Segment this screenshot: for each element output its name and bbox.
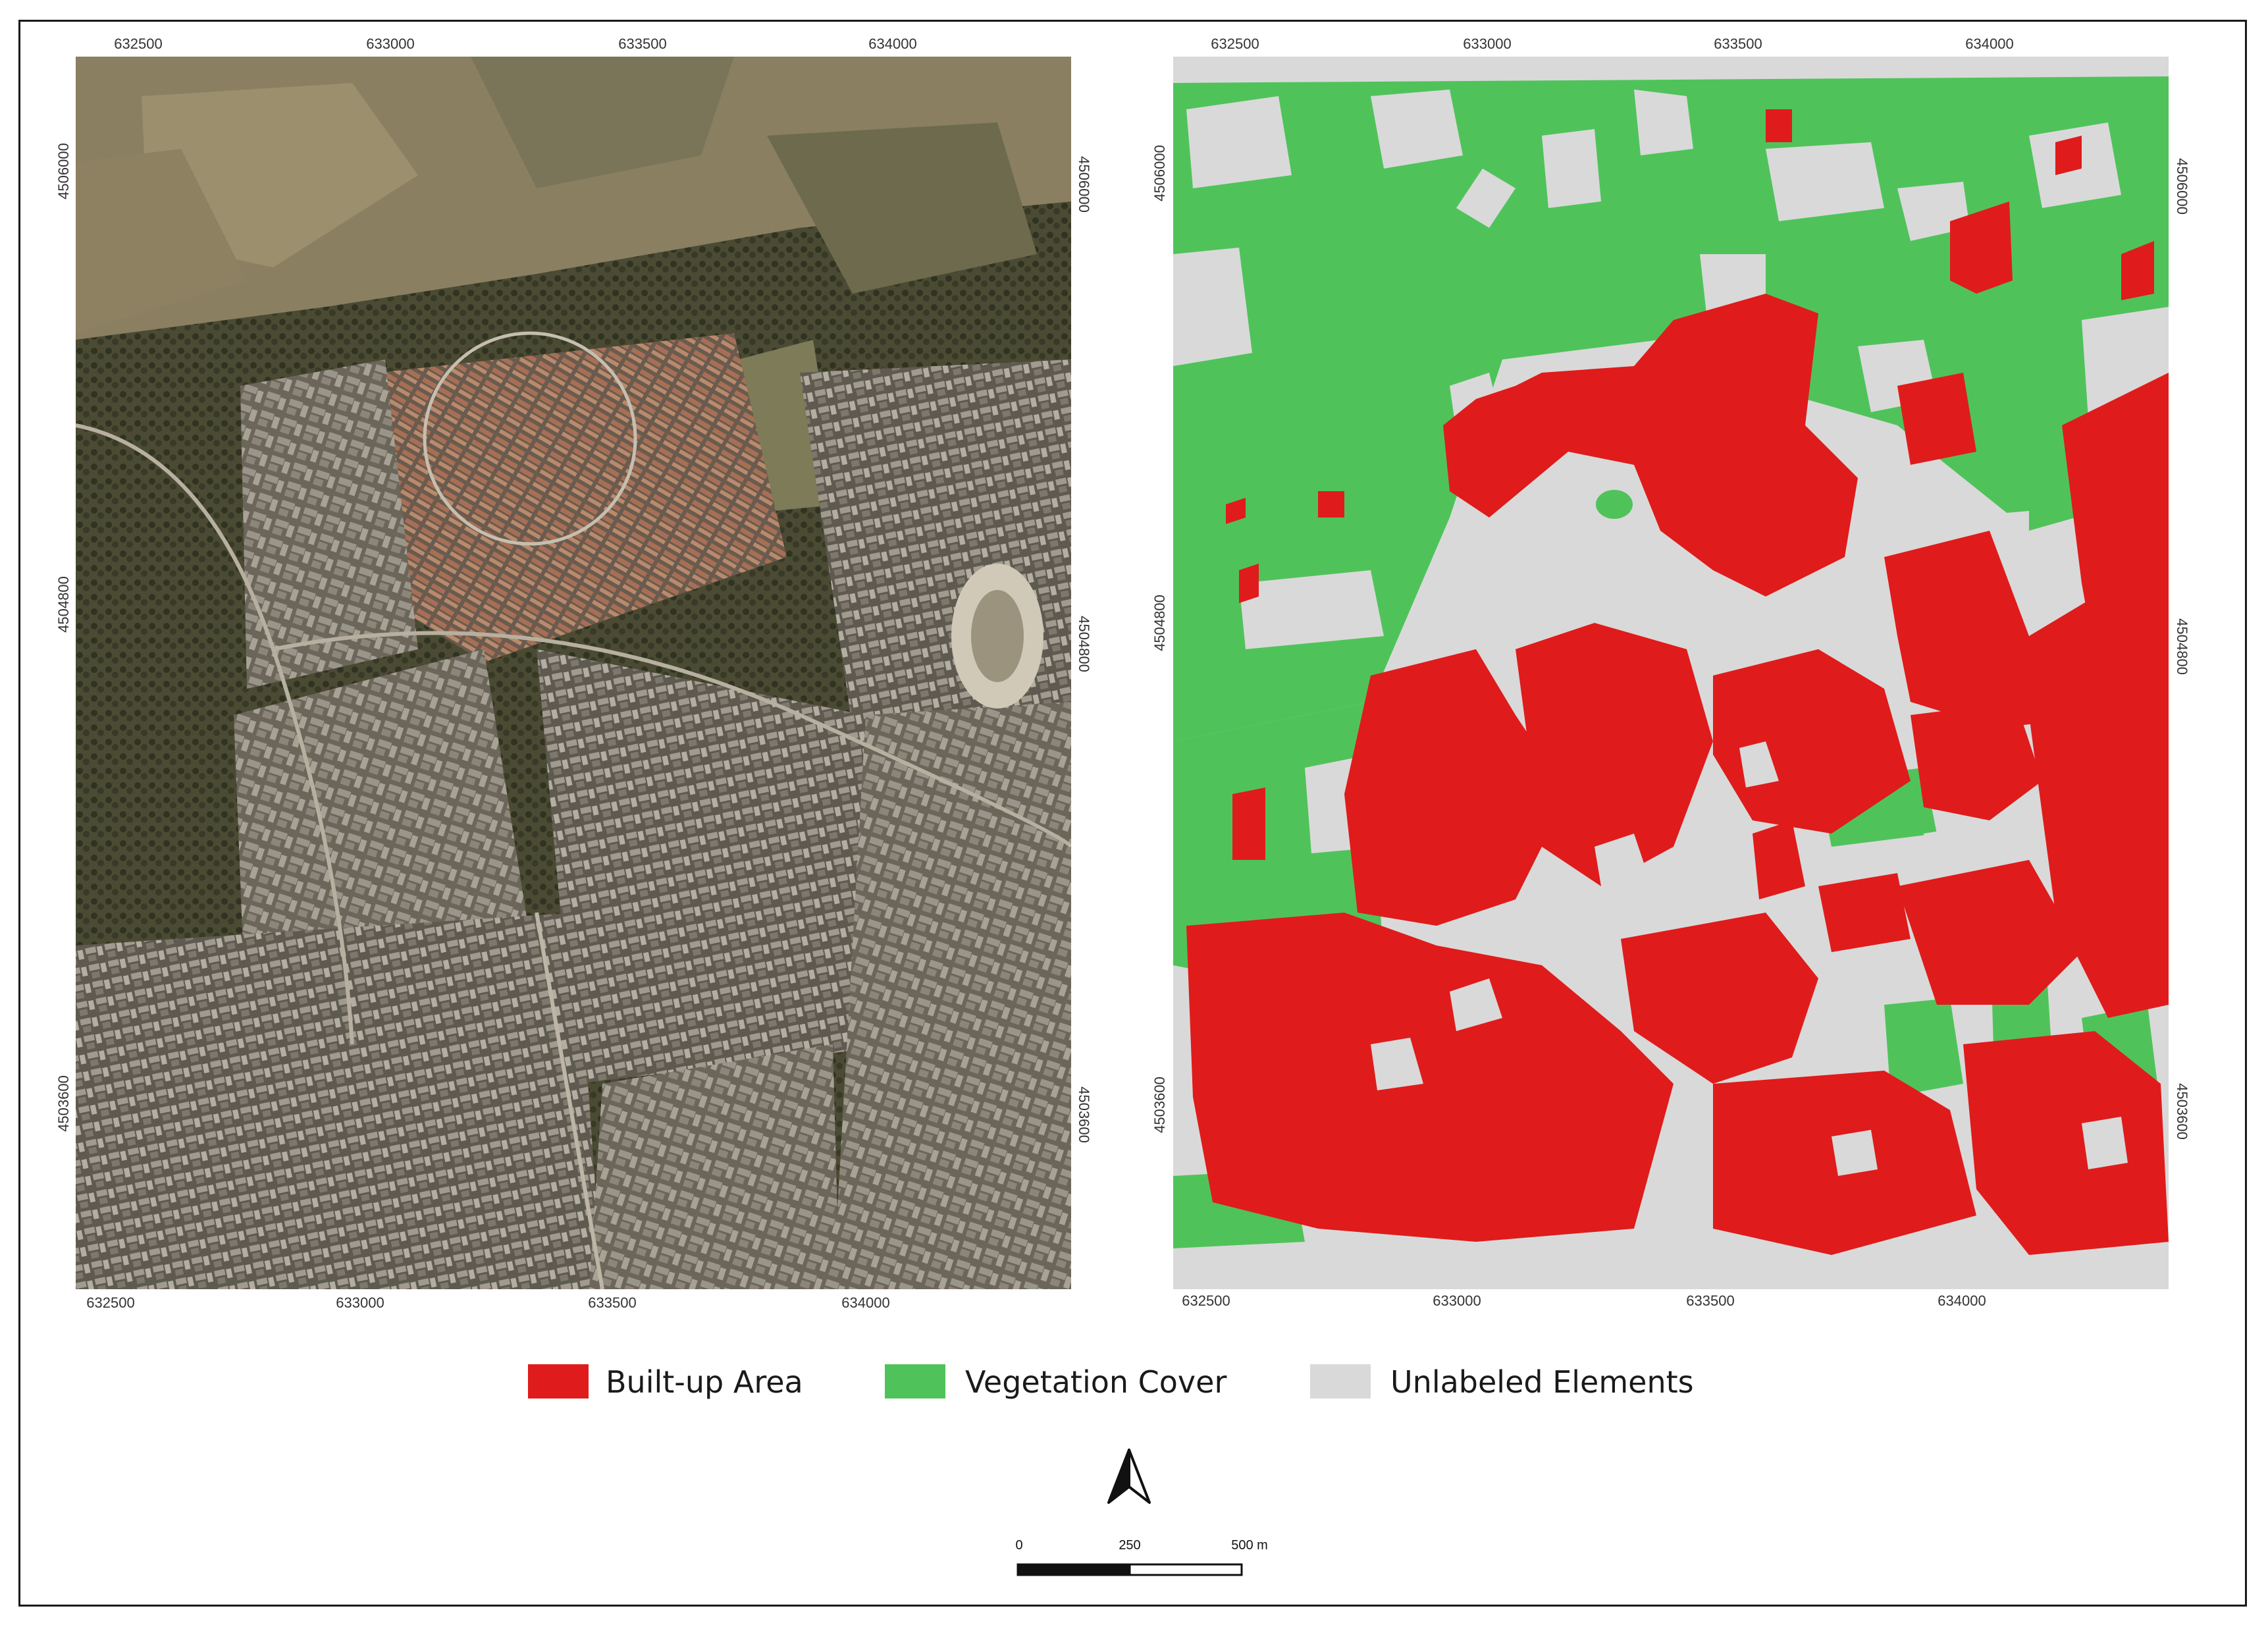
aerial-x-tick-bottom: 633500 [588, 1294, 637, 1311]
figure-frame [18, 20, 2247, 1607]
class-x-tick-bottom: 632500 [1182, 1292, 1230, 1309]
scale-bar [1016, 1563, 1243, 1576]
class-x-tick-bottom: 633000 [1433, 1292, 1481, 1309]
aerial-imagery-map [76, 57, 1071, 1289]
aerial-x-tick-top: 634000 [868, 36, 917, 52]
classification-raster [1173, 57, 2169, 1289]
aerial-x-tick-bottom: 633000 [336, 1294, 384, 1311]
legend-label-vegetation: Vegetation Cover [965, 1364, 1227, 1400]
aerial-y-tick-right: 4506000 [1076, 156, 1092, 213]
scale-label-250: 250 [1119, 1538, 1141, 1553]
class-y-tick-left: 4503600 [1151, 1077, 1168, 1133]
aerial-x-tick-bottom: 634000 [841, 1294, 890, 1311]
aerial-x-tick-top: 633000 [366, 36, 415, 52]
legend-swatch-vegetation [885, 1364, 945, 1399]
class-y-tick-left: 4504800 [1151, 595, 1168, 651]
aerial-y-tick-right: 4503600 [1076, 1086, 1092, 1143]
aerial-x-tick-bottom: 632500 [86, 1294, 135, 1311]
class-y-tick-right: 4503600 [2174, 1083, 2190, 1140]
class-x-tick-bottom: 634000 [1938, 1292, 1986, 1309]
legend-label-built-up: Built-up Area [606, 1364, 803, 1400]
class-x-tick-top: 634000 [1965, 36, 2014, 52]
aerial-y-tick-left: 4504800 [55, 576, 72, 633]
class-y-tick-left: 4506000 [1151, 145, 1168, 201]
aerial-imagery [76, 57, 1071, 1289]
class-y-tick-right: 4506000 [2174, 158, 2190, 215]
scale-label-0: 0 [1015, 1538, 1023, 1553]
aerial-y-tick-left: 4506000 [55, 143, 72, 200]
north-arrow-icon [1107, 1449, 1151, 1504]
legend-label-unlabeled: Unlabeled Elements [1390, 1364, 1694, 1400]
class-x-tick-bottom: 633500 [1686, 1292, 1735, 1309]
scale-label-500: 500 m [1231, 1538, 1268, 1553]
aerial-x-tick-top: 633500 [618, 36, 667, 52]
legend-swatch-unlabeled [1310, 1364, 1371, 1399]
class-x-tick-top: 633000 [1463, 36, 1512, 52]
class-x-tick-top: 632500 [1211, 36, 1259, 52]
aerial-y-tick-left: 4503600 [55, 1075, 72, 1132]
class-x-tick-top: 633500 [1714, 36, 1762, 52]
land-cover-classification-map [1173, 57, 2169, 1289]
legend-swatch-built-up [528, 1364, 589, 1399]
class-y-tick-right: 4504800 [2174, 618, 2190, 675]
aerial-x-tick-top: 632500 [114, 36, 163, 52]
aerial-y-tick-right: 4504800 [1076, 616, 1092, 672]
